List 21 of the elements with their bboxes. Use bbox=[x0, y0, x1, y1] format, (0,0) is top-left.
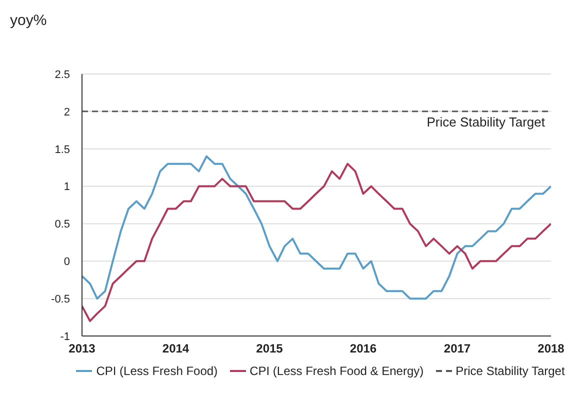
y-tick-label: -0.5 bbox=[51, 293, 70, 306]
y-tick-label: 1.5 bbox=[54, 144, 70, 156]
x-tick-label: 2014 bbox=[162, 342, 190, 356]
legend-label: CPI (Less Fresh Food & Energy) bbox=[248, 364, 424, 378]
y-tick-label: 2 bbox=[64, 106, 70, 118]
legend-label: CPI (Less Fresh Food) bbox=[95, 364, 218, 378]
y-tick-label: -1 bbox=[60, 330, 70, 343]
x-tick-label: 2015 bbox=[256, 342, 284, 356]
text: Price Stability Target bbox=[456, 364, 565, 378]
y-axis-title: yoy% bbox=[9, 11, 48, 31]
x-tick-label: 2016 bbox=[350, 342, 377, 356]
x-tick-label: 2013 bbox=[68, 342, 96, 356]
ref-line-label: Price Stability Target bbox=[426, 114, 546, 130]
x-tick-label: 2018 bbox=[538, 342, 565, 356]
line-series bbox=[82, 155, 551, 300]
y-tick-label: 0.5 bbox=[54, 218, 70, 231]
y-tick-label: 1 bbox=[64, 181, 70, 194]
line-series bbox=[82, 162, 551, 322]
y-tick-label: 0 bbox=[64, 256, 70, 268]
x-tick-label: 2017 bbox=[444, 342, 471, 356]
y-tick-label: 2.5 bbox=[54, 68, 70, 81]
